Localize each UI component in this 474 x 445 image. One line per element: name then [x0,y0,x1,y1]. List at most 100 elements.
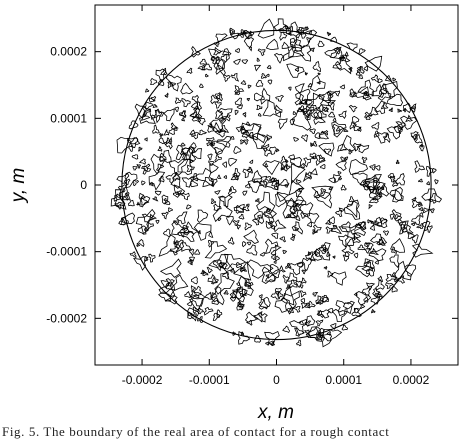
contact-spot-contour [227,236,235,245]
contact-spot-contour [368,248,387,262]
contact-spot-contour [150,77,158,86]
contact-spot-contour [268,146,277,155]
contact-spot-contour [216,309,223,318]
contact-spot-contour [211,292,218,299]
contact-spot-contour [295,28,301,34]
contact-spot-contour [297,262,304,268]
contact-spot-contour [273,177,279,182]
contact-spot-contour [204,241,228,259]
contact-spot-contour [348,148,353,155]
contact-spot-contour [300,277,307,284]
contact-spot-contour [255,79,264,88]
contact-spot-contour [217,194,233,208]
contact-spot-contour [185,204,192,210]
contact-spot-contour [300,27,305,32]
contact-spot-contour [152,104,158,108]
nominal-contact-boundary [121,29,432,341]
contact-spot-contour [426,181,430,186]
contact-spot-contour [343,199,361,220]
contact-spot-contour [372,195,377,201]
contact-spot-contour [161,211,169,220]
contact-spot-contour [344,51,349,57]
contact-spot-contour [389,175,396,183]
contact-spot-contour [205,73,209,78]
contact-spot-contour [423,207,430,214]
contact-spot-contour [418,206,424,212]
contact-spot-contour [303,157,312,168]
y-axis-ticks [95,51,458,319]
contact-spot-contour [317,72,321,76]
contact-spot-contour [385,273,398,282]
contact-spot-contour [154,190,162,196]
contact-spot-contour [353,252,359,259]
contact-spot-contour [128,199,135,207]
contact-spot-contour [214,272,235,295]
contact-spot-contour [363,65,369,72]
contact-spot-contour [176,211,188,225]
contact-spot-contour [356,66,365,74]
contact-spot-contour [214,129,227,138]
contact-spot-contour [165,278,175,287]
contact-spot-contour [232,220,240,227]
contact-spot-contour [369,164,376,171]
contact-spot-contour [406,231,416,240]
contact-spot-contour [257,112,262,117]
contact-spot-contour [411,199,423,209]
contact-spot-contour [262,208,273,219]
contact-spot-contour [340,184,347,191]
contact-spot-contour [138,158,146,165]
contact-spot-contour [275,104,283,115]
contact-spot-contour [409,106,416,113]
contact-spot-contour [352,115,360,124]
contact-spot-contour [136,242,141,248]
contact-spot-contour [389,213,395,220]
contact-spot-contour [141,180,146,186]
contact-spot-contour [364,55,383,72]
contact-spot-contour [311,155,315,160]
contact-spot-contour [364,243,374,251]
contact-spot-contour [333,46,342,55]
contact-spot-contour [350,223,367,237]
contact-spot-contour [295,88,311,105]
contact-spot-contour [239,139,246,145]
contact-spot-contour [139,194,146,200]
contact-spot-contour [132,166,138,171]
contact-spot-contour [368,106,379,117]
contact-spot-contour [333,90,341,97]
contact-spot-contour [238,288,247,297]
contact-spot-contour [174,239,185,250]
contact-spot-contour [162,228,172,238]
contact-spot-contour [328,216,335,225]
contact-spot-contour [138,238,145,248]
contact-spot-contour [189,158,195,164]
contact-spot-contour [186,164,196,172]
contact-spot-contour [229,27,236,35]
contact-spot-contour [186,67,193,75]
contact-spot-contour [373,130,380,138]
contact-spot-contour [238,330,251,345]
contact-spot-contour [236,282,241,287]
x-tick-label: 0 [273,373,280,387]
contact-spot-contour [229,286,245,303]
contact-spot-contour [397,218,409,232]
contact-spot-contour [309,248,323,261]
contact-spot-contour [240,80,247,86]
contact-spot-contour [312,291,319,297]
contact-spot-contour [282,249,288,255]
contact-spot-contour [251,217,261,226]
contact-spot-contour [289,205,296,215]
contact-spot-contour [377,87,392,101]
contact-spot-contour [261,266,277,284]
contact-spot-contour [384,74,392,82]
contact-spot-contour [274,287,283,295]
contact-spot-contour [173,274,189,291]
contact-spot-contour [273,219,287,233]
contact-spot-contour [249,30,255,37]
contact-spot-contour [394,278,398,283]
contact-spot-contour [302,109,312,121]
contact-spot-contour [191,94,199,103]
contact-spot-contour [426,225,433,234]
contact-spot-contour [265,175,272,182]
contact-spot-contour [148,97,155,103]
